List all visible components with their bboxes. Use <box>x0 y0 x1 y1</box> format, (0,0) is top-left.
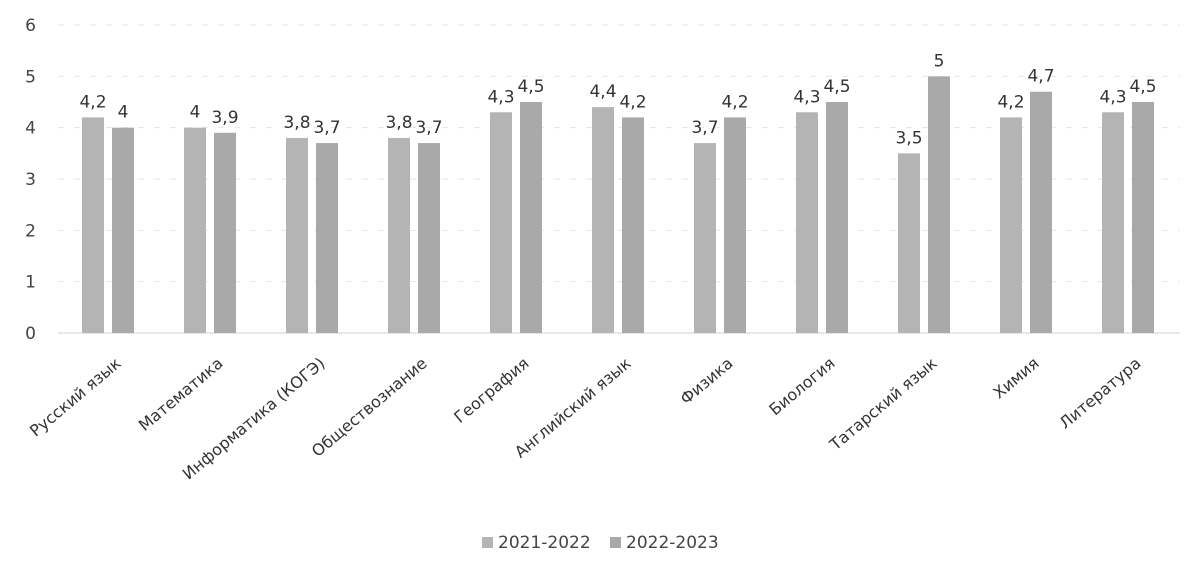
data-label: 4,5 <box>517 77 544 97</box>
bar-2022-2023-7 <box>826 102 848 333</box>
category-label: Русский язык <box>26 353 125 440</box>
y-tick-label: 0 <box>25 324 36 344</box>
y-tick-label: 4 <box>25 119 36 139</box>
data-label: 4,3 <box>793 87 820 107</box>
bar-2021-2022-2 <box>286 137 308 333</box>
data-label: 4,2 <box>721 92 748 112</box>
y-tick-label: 1 <box>25 273 36 293</box>
bar-2022-2023-2 <box>316 143 338 333</box>
bar-2022-2023-5 <box>622 117 644 334</box>
data-label: 4 <box>190 103 201 123</box>
y-tick-label: 5 <box>25 67 36 87</box>
data-label: 4 <box>118 103 129 123</box>
data-label: 4,5 <box>823 77 850 97</box>
data-label: 3,8 <box>283 113 310 133</box>
data-label: 3,5 <box>895 128 922 148</box>
category-label: Литература <box>1056 354 1145 433</box>
data-label: 3,7 <box>691 118 718 138</box>
data-label: 3,7 <box>313 118 340 138</box>
bar-2021-2022-8 <box>898 153 920 333</box>
y-tick-label: 6 <box>25 16 36 36</box>
bar-2022-2023-8 <box>928 76 950 333</box>
category-label: Биология <box>765 354 838 420</box>
bar-2022-2023-6 <box>724 117 746 334</box>
category-label: География <box>450 354 532 427</box>
bar-2021-2022-7 <box>796 112 818 334</box>
data-label: 4,2 <box>79 92 106 112</box>
data-label: 4,3 <box>1099 87 1126 107</box>
legend-label: 2021-2022 <box>498 533 591 553</box>
y-tick-label: 3 <box>25 170 36 190</box>
legend-swatch <box>482 537 493 548</box>
data-label: 4,5 <box>1129 77 1156 97</box>
legend-swatch <box>610 537 621 548</box>
y-tick-label: 2 <box>25 221 36 241</box>
bar-2021-2022-0 <box>82 117 104 334</box>
legend-label: 2022-2023 <box>626 533 719 553</box>
bar-2021-2022-10 <box>1102 112 1124 334</box>
bar-2021-2022-5 <box>592 107 614 333</box>
bar-2022-2023-4 <box>520 102 542 333</box>
bar-2022-2023-1 <box>214 132 236 333</box>
data-label: 4,2 <box>619 92 646 112</box>
data-label: 4,2 <box>997 92 1024 112</box>
data-label: 5 <box>934 51 945 71</box>
data-label: 4,3 <box>487 87 514 107</box>
bar-2022-2023-9 <box>1030 91 1052 333</box>
data-label: 4,4 <box>589 82 616 102</box>
data-label: 3,7 <box>415 118 442 138</box>
bar-2021-2022-6 <box>694 143 716 333</box>
bar-2021-2022-4 <box>490 112 512 334</box>
category-label: Татарский язык <box>825 353 941 454</box>
bar-2021-2022-9 <box>1000 117 1022 334</box>
category-label: Математика <box>135 354 227 435</box>
bar-2022-2023-0 <box>112 127 134 334</box>
bar-2022-2023-3 <box>418 143 440 333</box>
bar-2021-2022-3 <box>388 137 410 333</box>
data-label: 4,7 <box>1027 67 1054 87</box>
bar-2022-2023-10 <box>1132 102 1154 333</box>
data-label: 3,8 <box>385 113 412 133</box>
data-label: 3,9 <box>211 108 238 128</box>
category-label: Химия <box>989 354 1042 403</box>
category-label: Физика <box>676 354 736 409</box>
bar-2021-2022-1 <box>184 127 206 334</box>
